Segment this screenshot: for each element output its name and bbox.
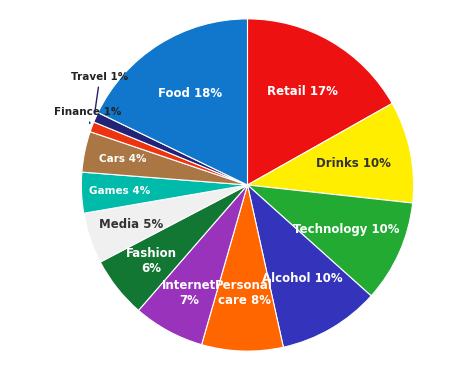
Text: Finance 1%: Finance 1% — [54, 107, 121, 124]
Text: Travel 1%: Travel 1% — [71, 71, 129, 114]
Text: Drinks 10%: Drinks 10% — [316, 157, 390, 170]
Text: Personal
care 8%: Personal care 8% — [215, 279, 273, 307]
Text: Fashion
6%: Fashion 6% — [126, 247, 177, 275]
Text: Food 18%: Food 18% — [157, 87, 222, 100]
Wedge shape — [90, 122, 247, 185]
Wedge shape — [98, 19, 247, 185]
Text: Alcohol 10%: Alcohol 10% — [261, 272, 342, 285]
Text: Cars 4%: Cars 4% — [99, 154, 146, 164]
Text: Media 5%: Media 5% — [99, 218, 163, 231]
Text: Games 4%: Games 4% — [89, 186, 150, 196]
Text: Internet
7%: Internet 7% — [162, 279, 216, 307]
Wedge shape — [201, 185, 283, 351]
Wedge shape — [247, 185, 412, 296]
Wedge shape — [138, 185, 247, 345]
Wedge shape — [94, 112, 247, 185]
Wedge shape — [247, 19, 392, 185]
Wedge shape — [82, 132, 247, 185]
Wedge shape — [247, 185, 370, 347]
Wedge shape — [84, 185, 247, 262]
Text: Retail 17%: Retail 17% — [266, 85, 337, 98]
Wedge shape — [247, 104, 413, 203]
Wedge shape — [100, 185, 247, 310]
Text: Technology 10%: Technology 10% — [292, 223, 399, 236]
Wedge shape — [81, 172, 247, 213]
